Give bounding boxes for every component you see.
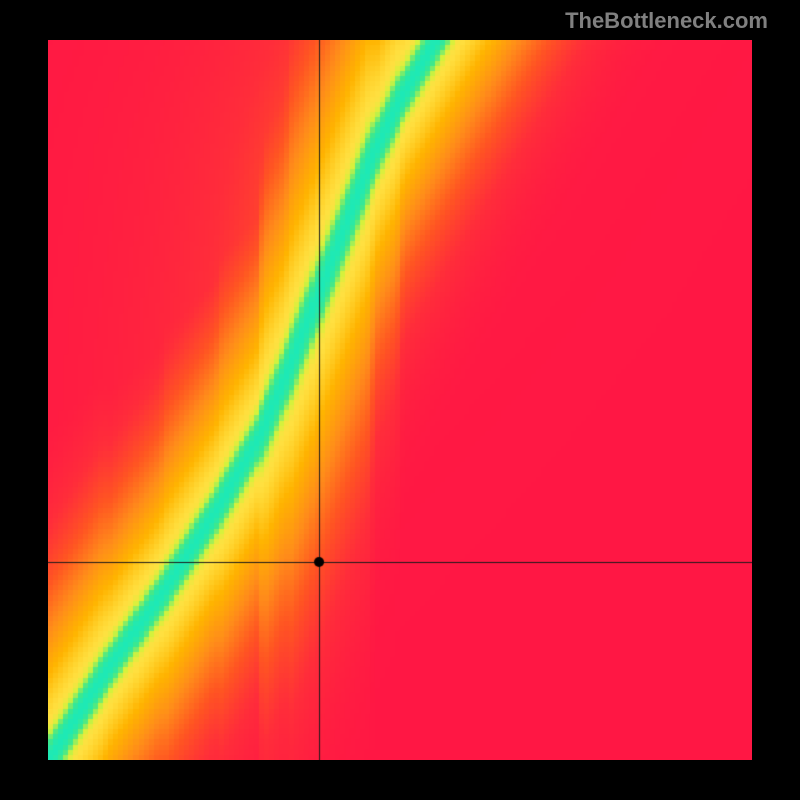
heatmap-plot-area [48, 40, 752, 760]
heatmap-canvas [48, 40, 752, 760]
chart-container: TheBottleneck.com [0, 0, 800, 800]
watermark-text: TheBottleneck.com [565, 8, 768, 34]
